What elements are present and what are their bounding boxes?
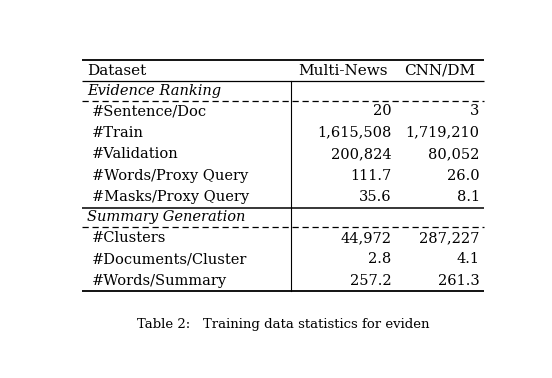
Text: Summary Generation: Summary Generation (87, 211, 245, 225)
Text: #Masks/Proxy Query: #Masks/Proxy Query (92, 190, 249, 204)
Text: 4.1: 4.1 (457, 252, 480, 266)
Text: 3: 3 (470, 104, 480, 118)
Text: 35.6: 35.6 (359, 190, 391, 204)
Text: 287,227: 287,227 (420, 231, 480, 245)
Text: 8.1: 8.1 (457, 190, 480, 204)
Text: #Clusters: #Clusters (92, 231, 167, 245)
Text: Multi-News: Multi-News (299, 64, 388, 77)
Text: Table 2:   Training data statistics for eviden: Table 2: Training data statistics for ev… (137, 318, 429, 331)
Text: CNN/DM: CNN/DM (404, 64, 475, 77)
Text: 26.0: 26.0 (447, 169, 480, 183)
Text: 1,719,210: 1,719,210 (406, 126, 480, 140)
Text: 1,615,508: 1,615,508 (317, 126, 391, 140)
Text: #Sentence/Doc: #Sentence/Doc (92, 104, 207, 118)
Text: #Documents/Cluster: #Documents/Cluster (92, 252, 247, 266)
Text: 257.2: 257.2 (349, 274, 391, 288)
Text: 20: 20 (373, 104, 391, 118)
Text: Dataset: Dataset (87, 64, 146, 77)
Text: #Words/Proxy Query: #Words/Proxy Query (92, 169, 248, 183)
Text: 2.8: 2.8 (368, 252, 391, 266)
Text: 80,052: 80,052 (428, 147, 480, 161)
Text: Evidence Ranking: Evidence Ranking (87, 84, 221, 98)
Text: #Train: #Train (92, 126, 144, 140)
Text: 44,972: 44,972 (340, 231, 391, 245)
Text: 261.3: 261.3 (438, 274, 480, 288)
Text: 111.7: 111.7 (350, 169, 391, 183)
Text: #Validation: #Validation (92, 147, 179, 161)
Text: 200,824: 200,824 (331, 147, 391, 161)
Text: #Words/Summary: #Words/Summary (92, 274, 227, 288)
